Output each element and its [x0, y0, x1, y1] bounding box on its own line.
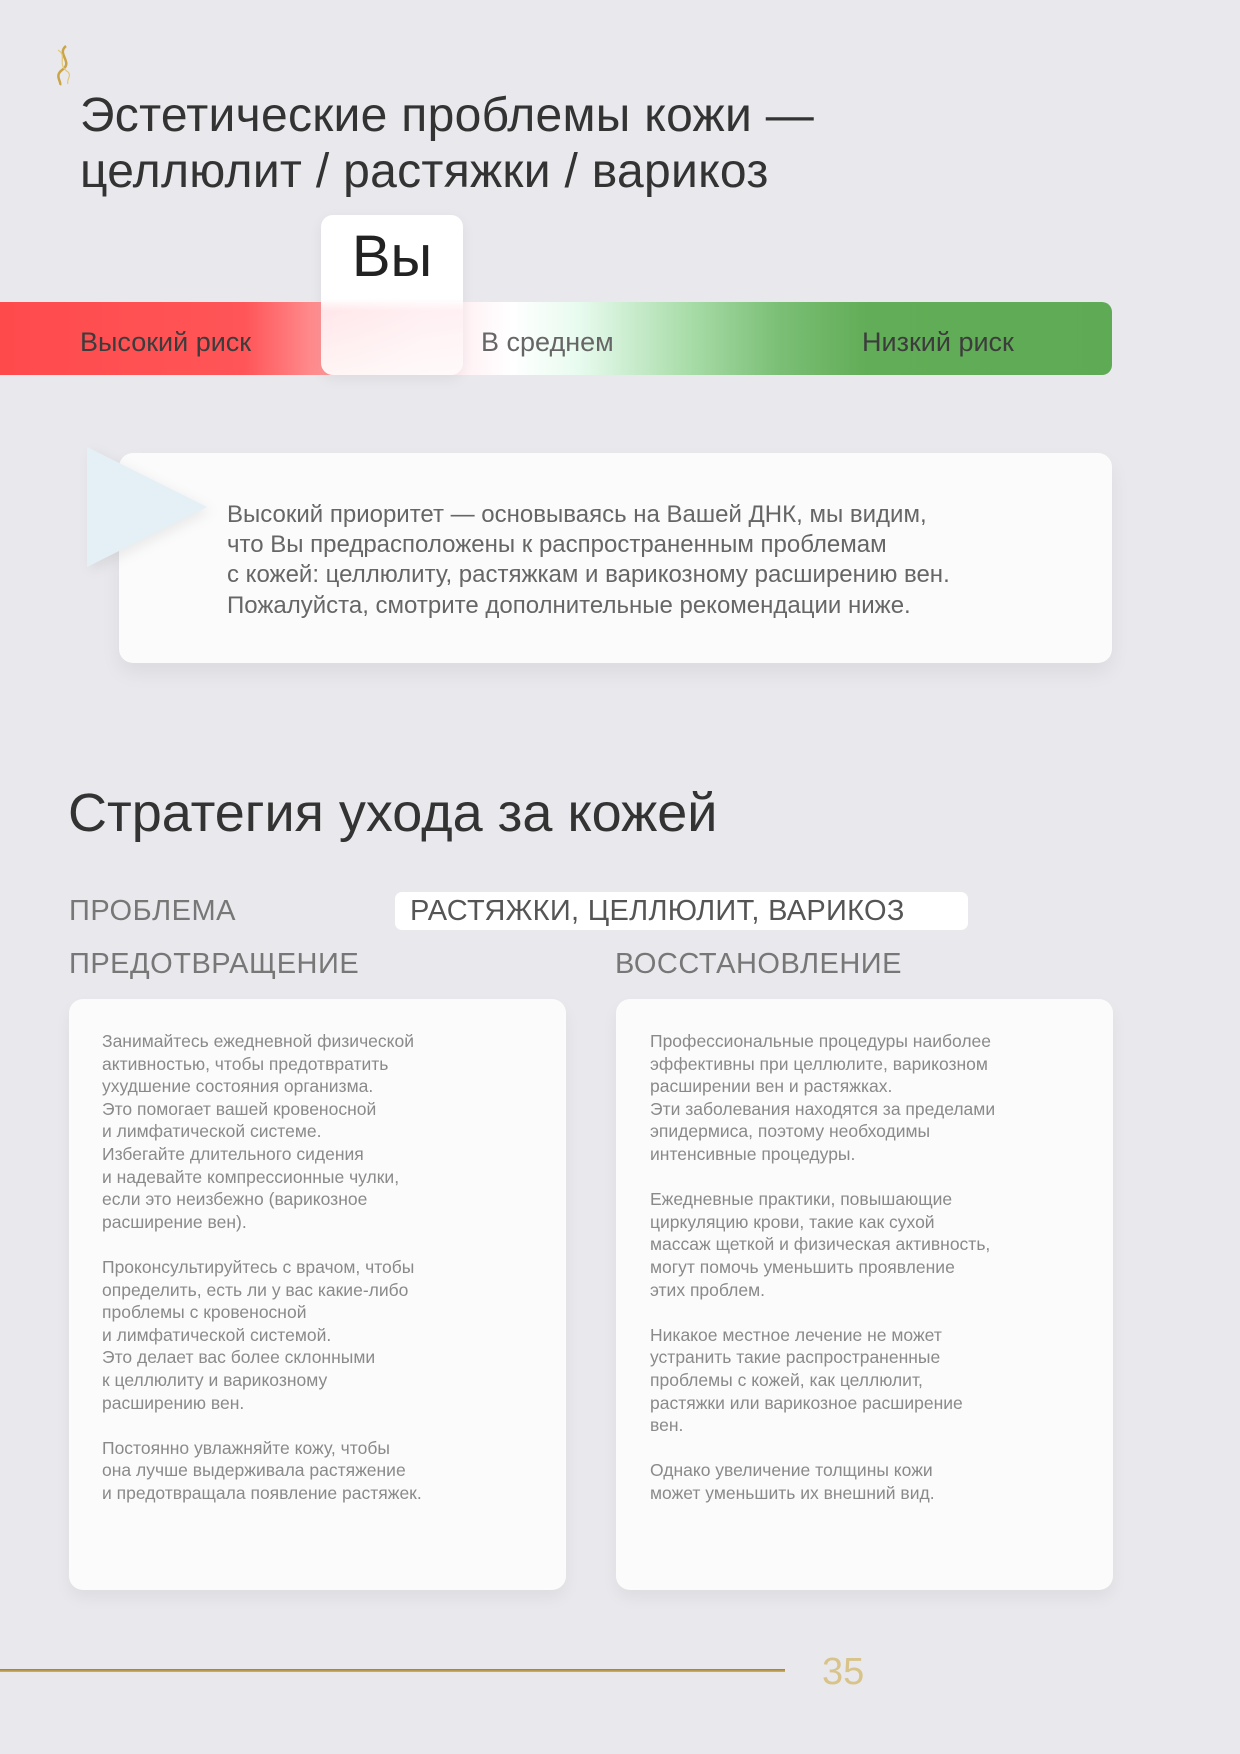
- footer-divider: [0, 1669, 785, 1672]
- title-line-1: Эстетические проблемы кожи —: [80, 89, 815, 142]
- strategy-title: Стратегия ухода за кожей: [68, 783, 718, 843]
- recovery-card: [616, 999, 1113, 1590]
- risk-scale-bar: [0, 302, 1112, 375]
- problem-value: РАСТЯЖКИ, ЦЕЛЛЮЛИТ, ВАРИКОЗ: [410, 895, 905, 927]
- risk-label-high: Высокий риск: [80, 327, 252, 357]
- priority-callout-text: Высокий приоритет — основываясь на Вашей…: [227, 501, 950, 619]
- prevention-card: [69, 999, 566, 1590]
- page-title: Эстетические проблемы кожи — целлюлит / …: [80, 88, 814, 200]
- you-marker-label: Вы: [351, 224, 433, 289]
- risk-label-low: Низкий риск: [862, 327, 1014, 357]
- recovery-text: Профессиональные процедуры наиболее эффе…: [650, 1031, 996, 1503]
- prevention-text: Занимайтесь ежедневной физической активн…: [102, 1031, 422, 1503]
- risk-label-average: В среднем: [481, 327, 614, 357]
- you-marker: [321, 215, 463, 375]
- prevention-label: ПРЕДОТВРАЩЕНИЕ: [69, 948, 360, 980]
- title-line-2: целлюлит / растяжки / варикоз: [80, 145, 769, 198]
- problem-value-pill: [395, 892, 968, 930]
- triangle-pointer-icon: [87, 447, 207, 567]
- problem-label: ПРОБЛЕМА: [69, 895, 237, 927]
- page-number: 35: [822, 1651, 865, 1693]
- recovery-label: ВОССТАНОВЛЕНИЕ: [615, 948, 902, 980]
- priority-callout-card: [119, 453, 1112, 663]
- dna-helix-logo-icon: [57, 45, 71, 86]
